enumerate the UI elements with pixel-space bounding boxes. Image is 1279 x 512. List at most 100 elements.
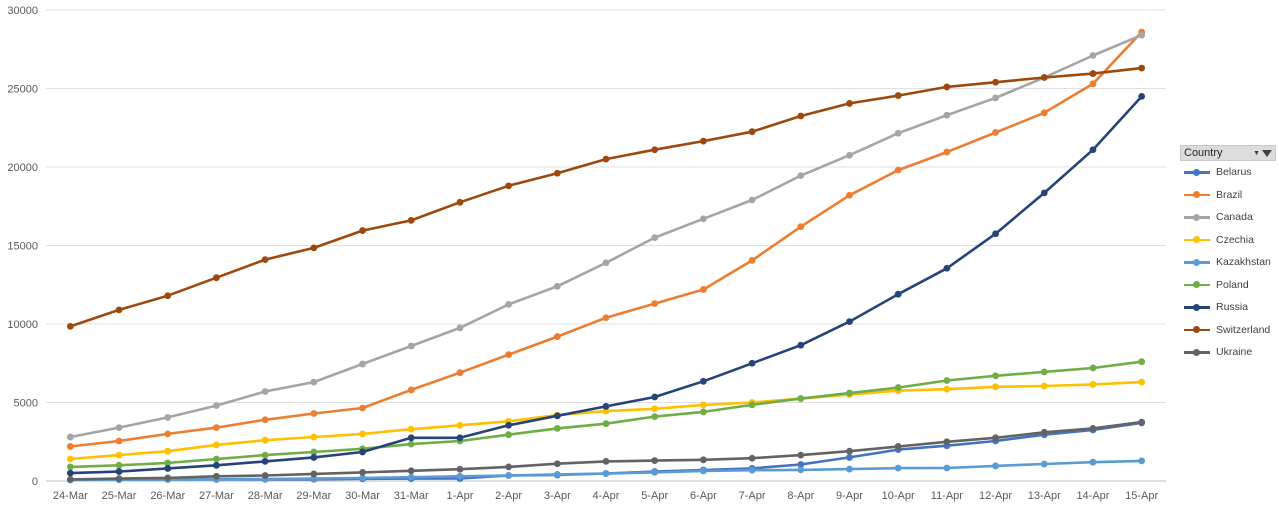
data-point[interactable] (261, 451, 269, 459)
data-point[interactable] (553, 425, 561, 432)
data-point[interactable] (407, 386, 415, 394)
series-switzerland[interactable] (66, 64, 1146, 330)
data-point[interactable] (797, 172, 805, 180)
data-point[interactable] (66, 476, 74, 483)
data-point[interactable] (748, 196, 756, 204)
data-point[interactable] (213, 441, 220, 449)
data-point[interactable] (943, 377, 951, 384)
data-point[interactable] (846, 318, 853, 326)
legend-item[interactable]: Czechia (1180, 229, 1276, 252)
data-point[interactable] (115, 306, 123, 314)
data-point[interactable] (310, 378, 318, 386)
legend-item[interactable]: Belarus (1180, 161, 1276, 184)
data-point[interactable] (407, 216, 415, 224)
data-point[interactable] (456, 465, 464, 473)
data-point[interactable] (699, 377, 707, 385)
data-point[interactable] (1089, 70, 1097, 77)
data-point[interactable] (505, 300, 513, 308)
data-point[interactable] (66, 322, 74, 330)
data-point[interactable] (553, 333, 561, 340)
data-point[interactable] (797, 451, 805, 459)
data-point[interactable] (505, 472, 513, 479)
data-point[interactable] (943, 148, 951, 156)
data-point[interactable] (943, 83, 951, 91)
data-point[interactable] (1040, 368, 1048, 376)
data-point[interactable] (894, 290, 902, 298)
data-point[interactable] (213, 274, 220, 282)
data-point[interactable] (894, 384, 902, 391)
data-point[interactable] (651, 300, 659, 307)
data-point[interactable] (1089, 364, 1097, 372)
data-point[interactable] (1040, 460, 1048, 468)
data-point[interactable] (992, 78, 999, 86)
data-point[interactable] (310, 410, 318, 417)
data-point[interactable] (602, 259, 610, 267)
data-point[interactable] (164, 447, 172, 455)
data-point[interactable] (261, 457, 269, 465)
data-point[interactable] (261, 416, 269, 424)
data-point[interactable] (164, 430, 172, 438)
data-point[interactable] (553, 471, 561, 478)
data-point[interactable] (699, 286, 707, 293)
series-ukraine[interactable] (66, 418, 1146, 483)
data-point[interactable] (261, 388, 269, 395)
data-point[interactable] (1138, 64, 1146, 72)
data-point[interactable] (310, 454, 318, 461)
data-point[interactable] (213, 424, 220, 432)
data-point[interactable] (310, 448, 318, 456)
data-point[interactable] (505, 182, 513, 190)
data-point[interactable] (66, 463, 74, 471)
data-point[interactable] (115, 468, 123, 475)
data-point[interactable] (66, 455, 74, 463)
data-point[interactable] (651, 234, 659, 242)
data-point[interactable] (894, 92, 902, 99)
data-point[interactable] (943, 264, 951, 272)
data-point[interactable] (164, 459, 172, 467)
data-point[interactable] (213, 461, 220, 469)
data-point[interactable] (456, 472, 464, 480)
data-point[interactable] (651, 393, 659, 401)
data-point[interactable] (846, 465, 853, 473)
legend-item[interactable]: Ukraine (1180, 341, 1276, 364)
data-point[interactable] (846, 447, 853, 455)
data-point[interactable] (310, 433, 318, 441)
data-point[interactable] (1040, 382, 1048, 390)
legend-item[interactable]: Poland (1180, 274, 1276, 297)
data-point[interactable] (1089, 381, 1097, 388)
data-point[interactable] (992, 129, 999, 136)
data-point[interactable] (943, 438, 951, 446)
data-point[interactable] (407, 473, 415, 481)
data-point[interactable] (894, 464, 902, 472)
data-point[interactable] (699, 456, 707, 464)
data-point[interactable] (651, 405, 659, 413)
series-russia[interactable] (66, 92, 1146, 477)
data-point[interactable] (359, 227, 366, 234)
data-point[interactable] (943, 385, 951, 393)
data-point[interactable] (456, 421, 464, 429)
data-point[interactable] (651, 457, 659, 464)
data-point[interactable] (1089, 80, 1097, 88)
series-poland[interactable] (66, 358, 1146, 471)
data-point[interactable] (66, 433, 74, 441)
data-point[interactable] (407, 425, 415, 433)
data-point[interactable] (748, 454, 756, 462)
data-point[interactable] (505, 463, 513, 471)
data-point[interactable] (553, 282, 561, 290)
data-point[interactable] (602, 470, 610, 478)
data-point[interactable] (407, 434, 415, 442)
data-point[interactable] (748, 359, 756, 367)
data-point[interactable] (261, 436, 269, 444)
data-point[interactable] (797, 223, 805, 231)
data-point[interactable] (699, 215, 707, 223)
data-point[interactable] (699, 137, 707, 145)
data-point[interactable] (992, 383, 999, 391)
data-point[interactable] (846, 191, 853, 199)
data-point[interactable] (359, 448, 366, 456)
data-point[interactable] (943, 464, 951, 472)
dropdown-arrow-icon[interactable]: ▼ (1253, 149, 1260, 157)
data-point[interactable] (1138, 358, 1146, 366)
data-point[interactable] (359, 360, 366, 368)
data-point[interactable] (1138, 457, 1146, 465)
data-point[interactable] (456, 434, 464, 442)
data-point[interactable] (748, 401, 756, 409)
